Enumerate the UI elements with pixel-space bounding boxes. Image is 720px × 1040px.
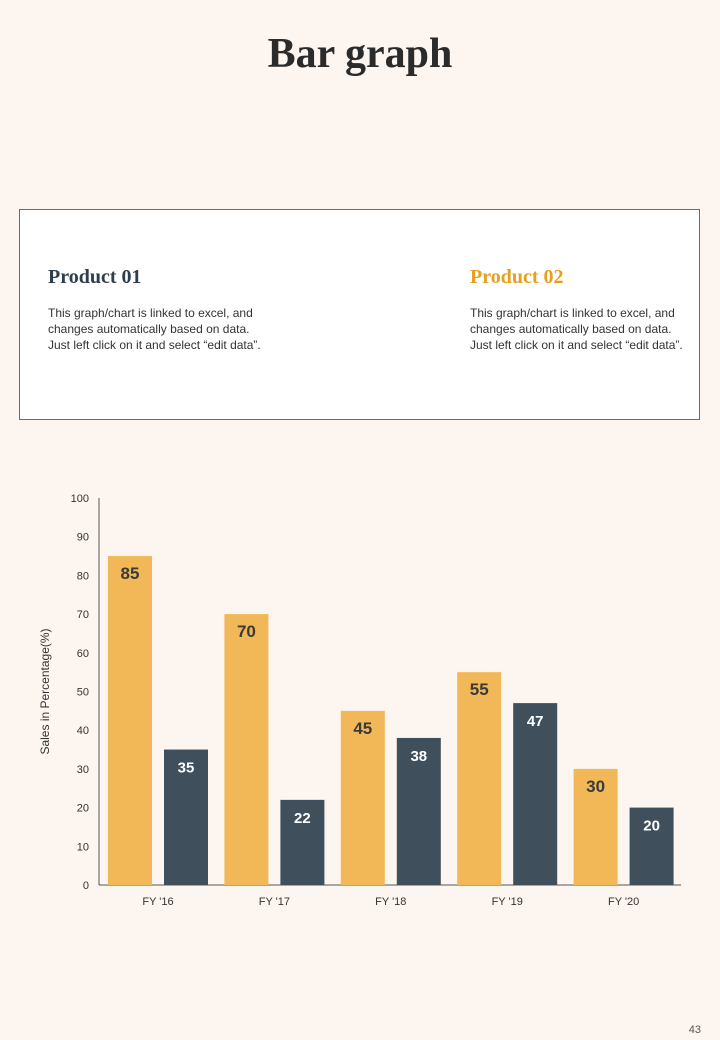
x-tick-label: FY '20 (608, 896, 639, 908)
page-number: 43 (688, 1024, 701, 1036)
bar-product-01 (457, 672, 502, 885)
y-tick-label: 90 (77, 532, 89, 544)
y-tick-label: 60 (77, 648, 89, 660)
bar-product-02 (513, 703, 558, 885)
data-label: 45 (353, 719, 372, 738)
y-tick-label: 100 (71, 493, 89, 505)
bar-product-01 (340, 710, 385, 885)
bar-product-01 (224, 614, 269, 885)
data-label: 55 (470, 680, 489, 699)
y-tick-label: 50 (77, 687, 89, 699)
bar-product-01 (573, 768, 618, 885)
product-info-box: Product 01 This graph/chart is linked to… (19, 209, 700, 420)
data-label: 70 (237, 622, 256, 641)
product-02-block: Product 02 This graph/chart is linked to… (470, 265, 685, 353)
bar-product-02 (629, 807, 674, 885)
product-01-block: Product 01 This graph/chart is linked to… (48, 265, 263, 353)
y-tick-label: 40 (77, 725, 89, 737)
y-tick-label: 30 (77, 764, 89, 776)
y-tick-label: 10 (77, 841, 89, 853)
data-label: 38 (410, 748, 427, 765)
data-label: 30 (586, 777, 605, 796)
x-tick-label: FY '16 (142, 896, 173, 908)
product-01-heading: Product 01 (48, 266, 142, 288)
x-tick-label: FY '18 (375, 896, 406, 908)
y-tick-label: 0 (83, 880, 89, 892)
bar-product-01 (108, 556, 152, 885)
bar-product-02 (164, 749, 208, 885)
x-tick-label: FY '19 (492, 896, 523, 908)
y-tick-label: 80 (77, 570, 89, 582)
page-title: Bar graph (267, 31, 453, 77)
bar-chart-svg: 0 10 20 30 40 50 60 70 80 90 100 Sales in Percentag… (38, 493, 681, 908)
product-02-description: This graph/chart is linked to excel, and… (470, 306, 683, 352)
data-label: 47 (527, 713, 544, 730)
y-tick-label: 20 (77, 803, 89, 815)
bar-chart: 0 10 20 30 40 50 60 70 80 90 100 Sales in Percentag… (0, 480, 720, 920)
data-label: 85 (121, 564, 140, 583)
y-axis-label: Sales in Percentage(%) (38, 628, 52, 754)
product-02-heading: Product 02 (470, 266, 564, 288)
bar-product-02 (396, 737, 441, 885)
data-label: 35 (178, 760, 195, 777)
data-label: 22 (294, 810, 311, 827)
product-01-description: This graph/chart is linked to excel, and… (48, 306, 261, 352)
bar-product-02 (280, 799, 325, 885)
data-label: 20 (643, 818, 660, 835)
x-tick-label: FY '17 (259, 896, 290, 908)
y-tick-label: 70 (77, 609, 89, 621)
